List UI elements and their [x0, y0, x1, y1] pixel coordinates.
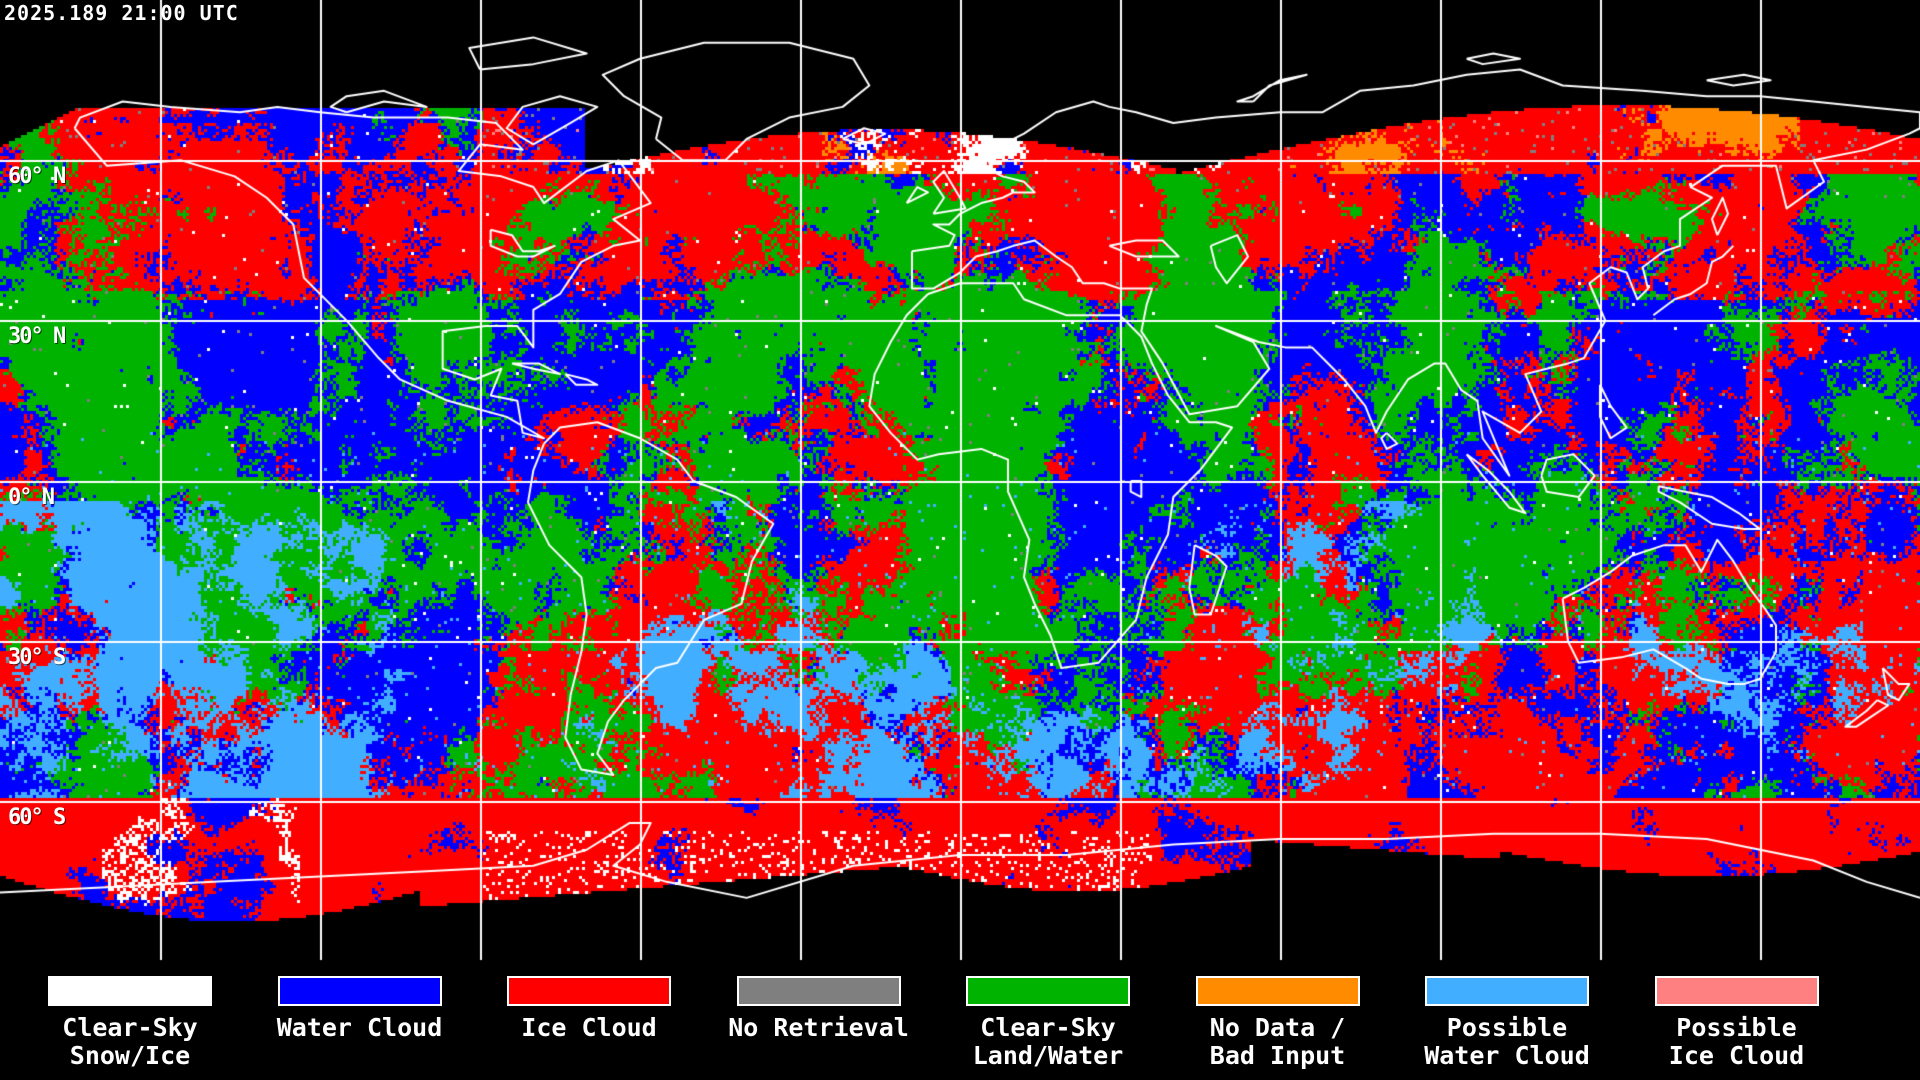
legend-swatch-snow-ice	[48, 976, 212, 1006]
timestamp-label: 2025.189 21:00 UTC	[4, 1, 239, 25]
legend-item-no-retrieval: No Retrieval	[704, 976, 934, 1042]
latitude-label-60s: 60° S	[8, 805, 66, 830]
legend-label: Clear-Sky Land/Water	[972, 1013, 1124, 1070]
legend-item-possible-water-cloud: Possible Water Cloud	[1392, 976, 1622, 1070]
legend: Clear-Sky Snow/Ice Water Cloud Ice Cloud …	[0, 962, 1920, 1080]
legend-swatch-no-retrieval	[736, 976, 901, 1006]
legend-swatch-ice-cloud	[507, 976, 671, 1006]
legend-item-ice-cloud: Ice Cloud	[474, 976, 704, 1042]
latitude-label-0n: 0° N	[8, 485, 55, 510]
legend-item-snow-ice: Clear-Sky Snow/Ice	[15, 976, 245, 1070]
legend-label: Possible Water Cloud	[1424, 1013, 1590, 1070]
latitude-label-30s: 30° S	[8, 645, 66, 670]
legend-label: Ice Cloud	[521, 1013, 657, 1042]
legend-label: Water Cloud	[276, 1013, 443, 1042]
legend-swatch-possible-ice-cloud	[1654, 976, 1819, 1006]
legend-swatch-possible-water-cloud	[1425, 976, 1589, 1006]
legend-item-no-data: No Data / Bad Input	[1163, 976, 1393, 1070]
latitude-label-30n: 30° N	[8, 324, 66, 349]
legend-label: No Retrieval	[728, 1013, 909, 1042]
legend-swatch-water-cloud	[277, 976, 442, 1006]
legend-item-land-water: Clear-Sky Land/Water	[933, 976, 1163, 1070]
legend-item-water-cloud: Water Cloud	[245, 976, 475, 1042]
cloud-classification-map	[0, 0, 1920, 962]
legend-label: Clear-Sky Snow/Ice	[62, 1013, 198, 1070]
legend-swatch-land-water	[966, 976, 1130, 1006]
legend-label: No Data / Bad Input	[1209, 1013, 1346, 1070]
latitude-label-60n: 60° N	[8, 164, 66, 189]
legend-swatch-no-data	[1195, 976, 1360, 1006]
legend-item-possible-ice-cloud: Possible Ice Cloud	[1622, 976, 1852, 1070]
legend-label: Possible Ice Cloud	[1668, 1013, 1805, 1070]
